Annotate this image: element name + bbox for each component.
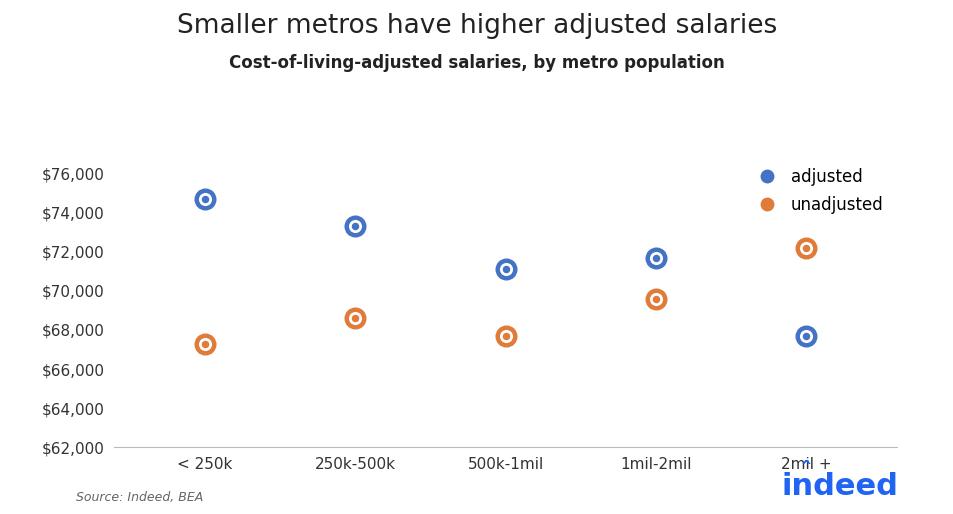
Legend: adjusted, unadjusted: adjusted, unadjusted <box>745 162 887 218</box>
Point <box>497 332 513 340</box>
Text: indeed: indeed <box>781 472 897 501</box>
Point <box>497 332 513 340</box>
Point <box>197 195 213 203</box>
Text: Smaller metros have higher adjusted salaries: Smaller metros have higher adjusted sala… <box>176 13 777 39</box>
Point <box>197 340 213 348</box>
Text: Source: Indeed, BEA: Source: Indeed, BEA <box>76 491 203 504</box>
Point <box>497 265 513 273</box>
Point <box>648 253 663 262</box>
Point <box>347 223 362 231</box>
Point <box>798 244 813 252</box>
Point <box>347 223 362 231</box>
Point <box>648 295 663 303</box>
Point <box>648 253 663 262</box>
Point <box>798 244 813 252</box>
Text: ˆ: ˆ <box>800 461 811 481</box>
Point <box>197 340 213 348</box>
Point <box>197 195 213 203</box>
Point <box>347 314 362 322</box>
Point <box>497 265 513 273</box>
Point <box>798 332 813 340</box>
Text: Cost-of-living-adjusted salaries, by metro population: Cost-of-living-adjusted salaries, by met… <box>229 54 724 72</box>
Point <box>648 295 663 303</box>
Point <box>347 314 362 322</box>
Point <box>798 332 813 340</box>
